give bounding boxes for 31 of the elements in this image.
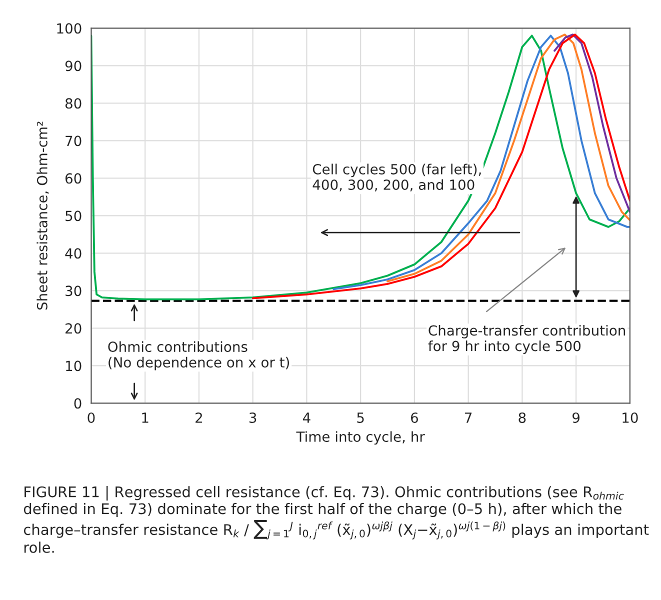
annotation: Ohmic contributions (No dependence on x or t): [108, 341, 290, 370]
x-axis-title: Time into cycle, hr: [296, 431, 425, 445]
y-tick-label: 20: [66, 323, 82, 334]
x-tick-label: 1: [142, 412, 148, 423]
annotation: Cell cycles 500 (far left), 400, 300, 200, and 100: [312, 164, 481, 192]
line-series: [554, 34, 630, 213]
x-tick-label: 8: [518, 412, 526, 423]
y-tick-label: 80: [65, 98, 82, 109]
x-tick-label: 9: [572, 412, 580, 423]
x-tick-label: 2: [196, 412, 202, 423]
y-tick-label: 100: [57, 23, 82, 34]
x-tick-label: 3: [249, 412, 256, 423]
y-tick-label: 0: [74, 398, 82, 409]
line-series: [252, 34, 630, 300]
y-tick-label: 50: [66, 210, 82, 222]
y-axis-title: Sheet resistance, Ohm-cm²: [36, 122, 49, 310]
y-tick-label: 10: [66, 360, 82, 372]
y-tick-label: 90: [65, 60, 82, 72]
line-series: [91, 34, 630, 300]
x-tick-label: 6: [411, 412, 418, 423]
x-tick-label: 10: [622, 412, 638, 423]
x-tick-label: 0: [88, 412, 95, 423]
y-tick-label: 60: [65, 173, 82, 184]
y-tick-label: 40: [65, 248, 82, 259]
y-tick-label: 70: [66, 136, 82, 146]
x-tick-label: 4: [302, 412, 310, 423]
annotation: Charge-transfer contribution for 9 hr into cycle 500: [428, 324, 626, 354]
y-tick-label: 30: [66, 286, 82, 296]
text: FIGURE 11 | Regressed cell resistance (cf. Eq. 73). Ohmic contributions (see R$_{ohmic}$ defined in Eq. 73) dominate for the first half of the charge (0–5 h), after which the charge–transfer resistance R$_{k}$ / ∑$_{j=1}$$^{J}$ i$_{0,j}$$^{ref}$ (x̃$_{j,0}$)$^{ωjβj}$ (X$_{j}$−x̃$_{j,0}$)$^{ωj(1−βj)}$ plays an important role.: [24, 486, 649, 553]
x-tick-label: 7: [465, 412, 472, 423]
x-tick-label: 5: [357, 412, 364, 423]
